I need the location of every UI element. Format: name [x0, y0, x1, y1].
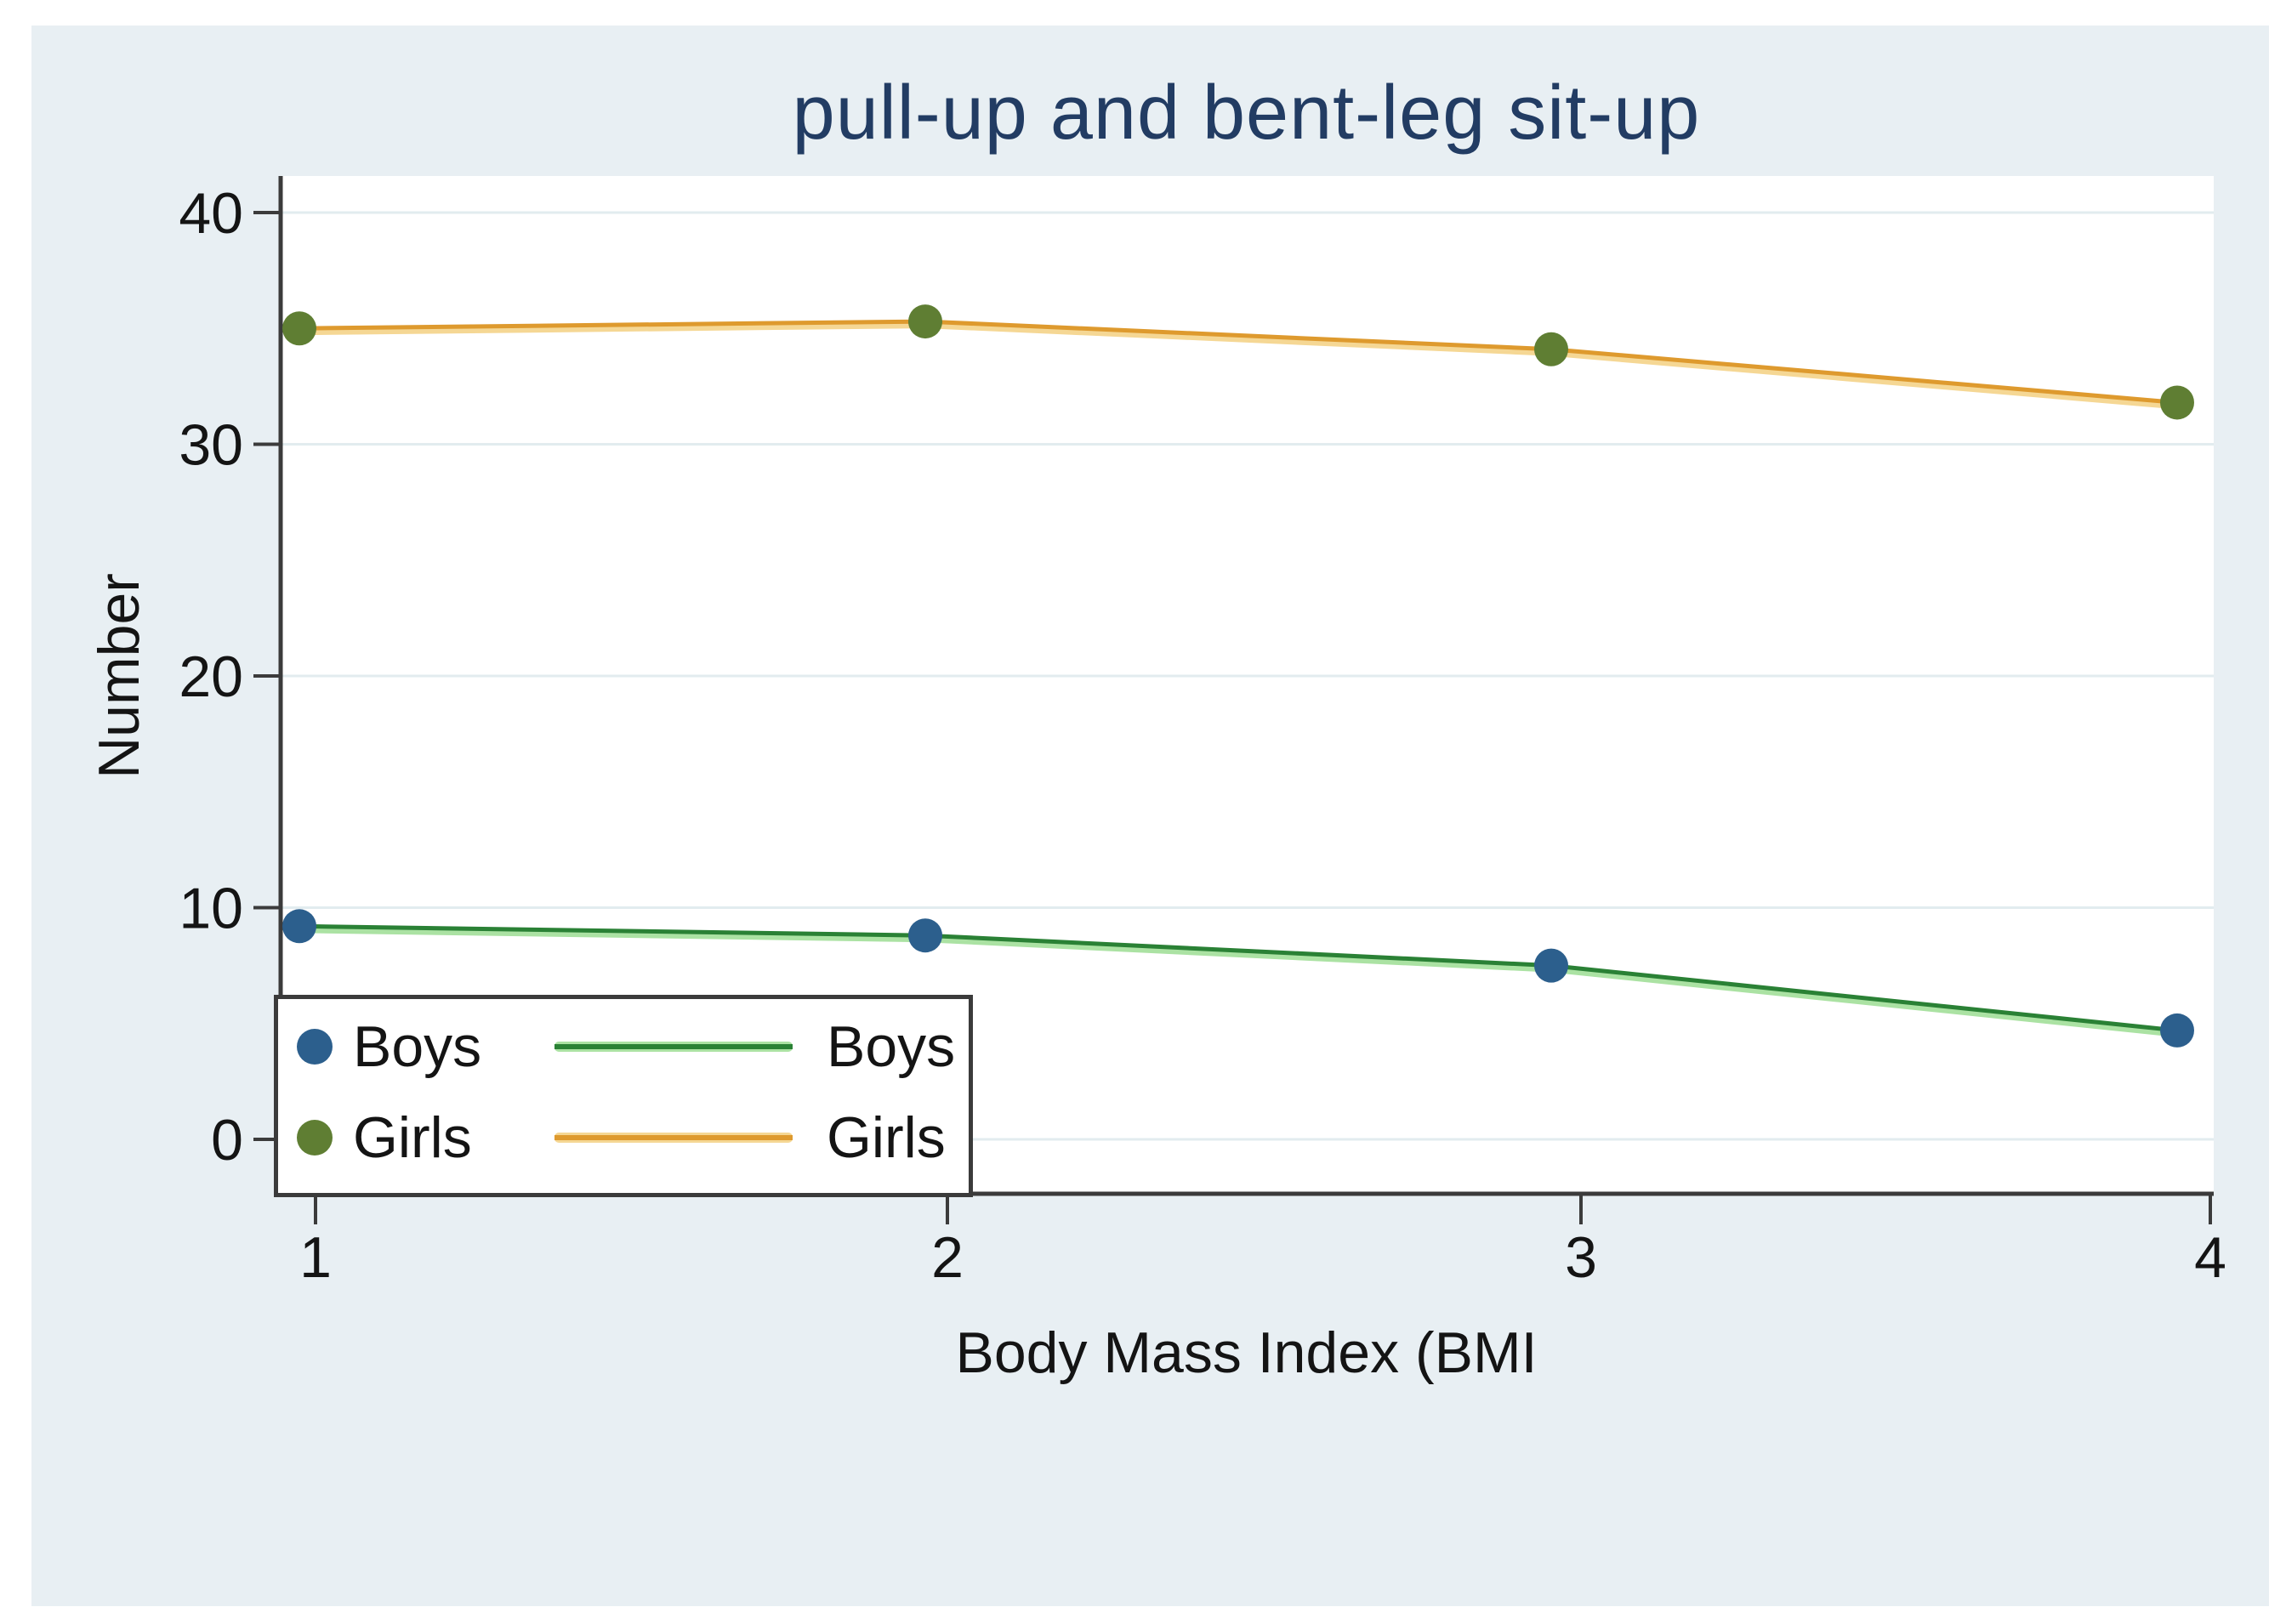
x-tick-label-2: 2	[931, 1225, 964, 1290]
legend: Boys Boys Girls Girls	[274, 995, 973, 1197]
series-line-halo-boys	[295, 924, 2181, 1037]
x-tick-label-3: 3	[1565, 1225, 1597, 1290]
series-line-girls	[297, 319, 2180, 405]
legend-marker-label-boys: Boys	[353, 1014, 482, 1079]
marker-boys-4	[2160, 1013, 2194, 1048]
legend-row-boys: Boys Boys	[278, 1004, 969, 1089]
marker-boys-2	[908, 918, 942, 953]
y-tick-label-10: 10	[179, 877, 243, 941]
marker-boys-1	[282, 909, 316, 944]
marker-girls-4	[2160, 385, 2194, 420]
series-line-halo-girls	[295, 320, 2181, 410]
legend-marker-label-girls: Girls	[353, 1105, 472, 1170]
legend-line-girls-icon	[554, 1133, 793, 1143]
y-tick-label-0: 0	[211, 1108, 243, 1173]
marker-girls-1	[282, 311, 316, 346]
marker-girls-3	[1534, 332, 1568, 366]
x-tick-label-4: 4	[2194, 1225, 2226, 1290]
marker-girls-2	[908, 304, 942, 339]
legend-line-label-boys: Boys	[827, 1014, 956, 1079]
x-axis-title: Body Mass Index (BMI	[955, 1320, 1538, 1385]
y-tick-label-20: 20	[179, 644, 243, 709]
x-tick-label-1: 1	[299, 1225, 332, 1290]
legend-row-girls: Girls Girls	[278, 1095, 969, 1180]
series-line-boys	[297, 923, 2180, 1033]
legend-line-core-boys	[554, 1044, 793, 1049]
marker-boys-3	[1534, 948, 1568, 983]
y-tick-label-40: 40	[179, 181, 243, 246]
chart-title: pull-up and bent-leg sit-up	[792, 71, 1701, 156]
y-tick-label-30: 30	[179, 413, 243, 478]
y-axis-title: Number	[87, 573, 151, 779]
legend-marker-girls-icon	[297, 1120, 333, 1156]
legend-marker-boys-icon	[297, 1029, 333, 1065]
legend-line-core-girls	[554, 1135, 793, 1140]
legend-line-boys-icon	[554, 1042, 793, 1052]
legend-line-label-girls: Girls	[827, 1105, 946, 1170]
